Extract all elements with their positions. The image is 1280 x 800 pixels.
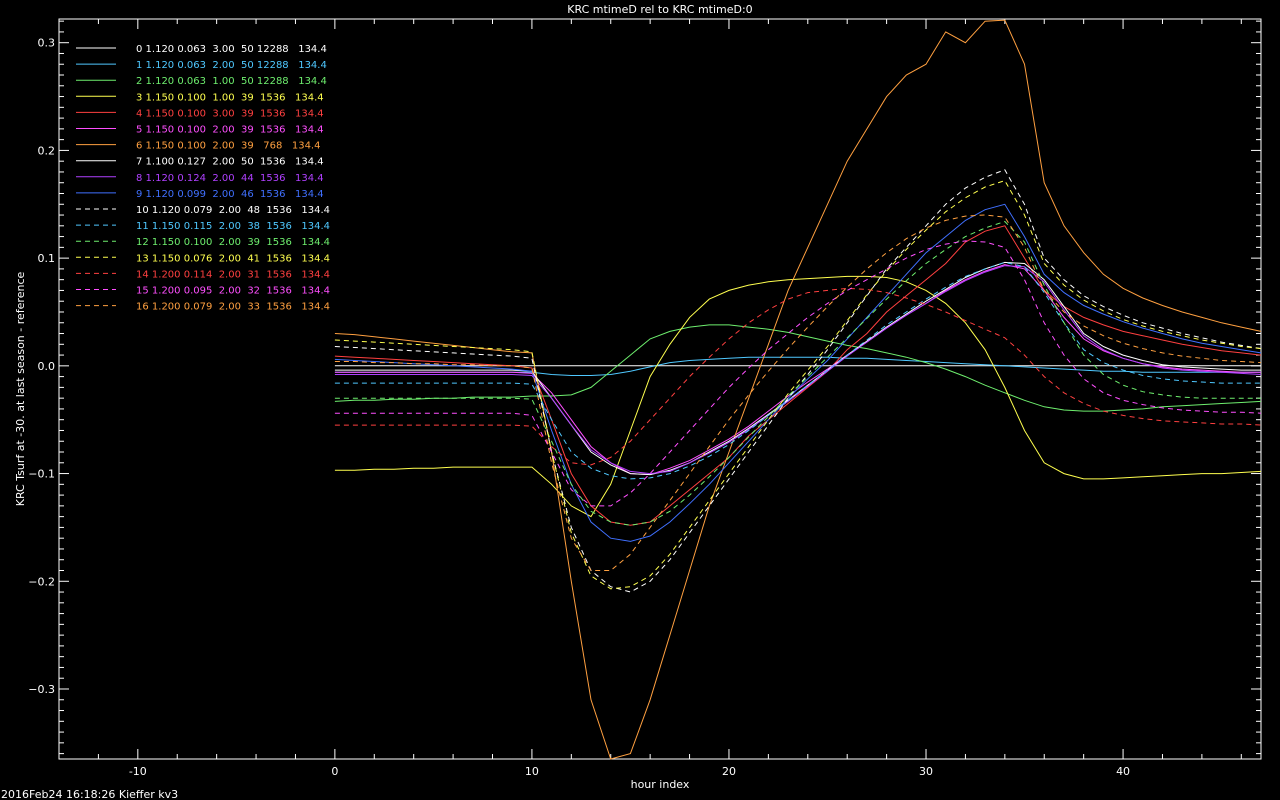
x-tick-label: 20 bbox=[722, 765, 736, 778]
legend-entry-13: 13 1.150 0.076 2.00 41 1536 134.4 bbox=[136, 253, 330, 264]
y-tick-label: 0.1 bbox=[38, 252, 56, 265]
y-tick-label: −0.3 bbox=[28, 683, 55, 696]
series-line-2 bbox=[334, 324, 1262, 412]
legend: 0 1.120 0.063 3.00 50 12288 134.4 1 1.120… bbox=[76, 44, 330, 313]
series-line-9 bbox=[334, 203, 1262, 542]
x-tick-label: 0 bbox=[331, 765, 338, 778]
series-line-15 bbox=[334, 240, 1262, 507]
legend-entry-12: 12 1.150 0.100 2.00 39 1536 134.4 bbox=[136, 237, 330, 248]
legend-entry-1: 1 1.120 0.063 2.00 50 12288 134.4 bbox=[136, 60, 327, 71]
x-axis-label: hour index bbox=[631, 778, 690, 791]
x-tick-label: -10 bbox=[129, 765, 147, 778]
legend-entry-14: 14 1.200 0.114 2.00 31 1536 134.4 bbox=[136, 269, 330, 280]
series-line-10 bbox=[334, 169, 1262, 593]
series-line-6 bbox=[334, 19, 1262, 760]
timestamp-footer: 2016Feb24 16:18:26 Kieffer kv3 bbox=[1, 788, 178, 800]
y-tick-label: 0.3 bbox=[38, 37, 56, 50]
series-group bbox=[334, 19, 1262, 760]
series-line-12 bbox=[334, 220, 1261, 526]
y-tick-label: 0.2 bbox=[38, 144, 56, 157]
legend-entry-11: 11 1.150 0.115 2.00 38 1536 134.4 bbox=[136, 221, 330, 232]
y-tick-label: −0.1 bbox=[28, 468, 55, 481]
legend-entry-8: 8 1.120 0.124 2.00 44 1536 134.4 bbox=[136, 173, 324, 184]
legend-entry-16: 16 1.200 0.079 2.00 33 1536 134.4 bbox=[136, 302, 330, 313]
series-line-13 bbox=[334, 179, 1262, 590]
series-line-8 bbox=[334, 265, 1262, 475]
x-tick-label: 30 bbox=[919, 765, 933, 778]
y-axis-label: KRC Tsurf at -30. at last season - refer… bbox=[14, 272, 27, 507]
y-tick-label: 0.0 bbox=[38, 360, 56, 373]
legend-entry-6: 6 1.150 0.100 2.00 39 768 134.4 bbox=[136, 141, 320, 152]
legend-entry-4: 4 1.150 0.100 3.00 39 1536 134.4 bbox=[136, 108, 324, 119]
x-tick-label: 10 bbox=[525, 765, 539, 778]
series-line-16 bbox=[334, 214, 1262, 571]
y-tick-label: −0.2 bbox=[28, 575, 55, 588]
chart-title: KRC mtimeD rel to KRC mtimeD:0 bbox=[567, 3, 752, 16]
x-tick-label: 40 bbox=[1116, 765, 1130, 778]
legend-entry-0: 0 1.120 0.063 3.00 50 12288 134.4 bbox=[136, 44, 327, 55]
series-line-3 bbox=[334, 275, 1262, 518]
axis-ticks: -10 0 10 20 30 40 −0.3 −0.2 −0.1 0.0 0.1 0.2 0.3 bbox=[28, 19, 1261, 778]
legend-entry-10: 10 1.120 0.079 2.00 48 1536 134.4 bbox=[136, 205, 330, 216]
plot-frame bbox=[58, 18, 1262, 760]
series-line-7 bbox=[334, 261, 1261, 476]
legend-entry-3: 3 1.150 0.100 1.00 39 1536 134.4 bbox=[136, 92, 324, 103]
series-line-14 bbox=[334, 287, 1262, 466]
legend-entry-2: 2 1.120 0.063 1.00 50 12288 134.4 bbox=[136, 76, 327, 87]
series-line-4 bbox=[334, 225, 1262, 526]
legend-entry-15: 15 1.200 0.095 2.00 32 1536 134.4 bbox=[136, 286, 330, 297]
series-line-11 bbox=[334, 261, 1261, 480]
legend-entry-7: 7 1.100 0.127 2.00 50 1536 134.4 bbox=[136, 157, 324, 168]
legend-entry-5: 5 1.150 0.100 2.00 39 1536 134.4 bbox=[136, 125, 324, 136]
legend-entry-9: 9 1.120 0.099 2.00 46 1536 134.4 bbox=[136, 189, 324, 200]
